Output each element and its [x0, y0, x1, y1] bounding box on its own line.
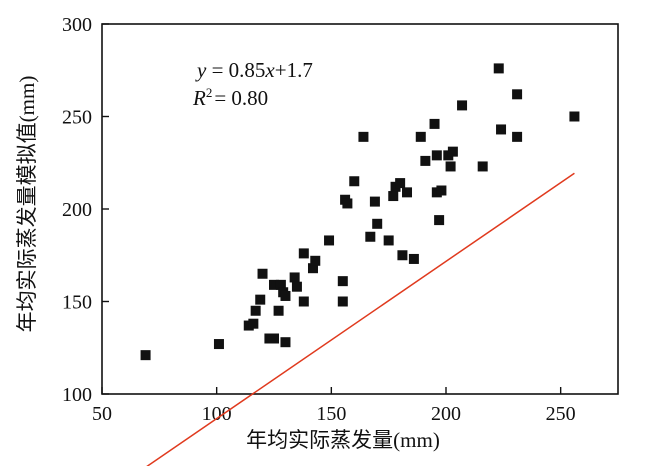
- data-point: [280, 290, 291, 301]
- data-point: [349, 176, 360, 187]
- data-point: [569, 111, 580, 122]
- x-axis-title: 年均实际蒸发量(mm): [246, 428, 440, 452]
- eq-mid: = 0.85: [206, 58, 265, 82]
- x-tick-label: 150: [316, 403, 346, 425]
- data-point: [342, 198, 353, 209]
- data-point: [436, 185, 447, 196]
- data-point: [388, 191, 399, 202]
- data-point: [408, 253, 419, 264]
- data-point: [493, 63, 504, 74]
- eq-end: +1.7: [275, 58, 313, 82]
- data-point: [369, 196, 380, 207]
- regression-line: [146, 172, 575, 466]
- data-point: [402, 187, 413, 198]
- data-point: [372, 218, 383, 229]
- r2-sup: 2: [206, 85, 213, 100]
- data-point: [415, 131, 426, 142]
- data-point: [310, 255, 321, 266]
- data-point: [512, 131, 523, 142]
- data-point: [273, 305, 284, 316]
- data-point: [337, 276, 348, 287]
- data-point: [269, 333, 279, 344]
- data-point: [324, 235, 335, 246]
- data-point: [457, 100, 468, 111]
- y-tick-label: 300: [62, 14, 92, 36]
- data-point: [140, 350, 151, 361]
- y-tick-label: 200: [62, 199, 92, 221]
- data-point: [257, 268, 268, 279]
- data-point: [275, 279, 286, 290]
- data-point: [397, 250, 408, 261]
- data-point: [213, 339, 224, 350]
- data-point: [420, 155, 431, 166]
- data-point: [395, 178, 406, 189]
- y-tick-label: 250: [62, 107, 92, 129]
- x-tick-label: 50: [92, 403, 112, 425]
- data-point: [512, 89, 523, 100]
- data-point: [289, 272, 300, 283]
- x-tick-label: 100: [202, 403, 232, 425]
- r2-r: R: [192, 86, 206, 110]
- r2-rest: = 0.80: [214, 86, 268, 110]
- data-point: [445, 161, 456, 172]
- data-point: [248, 318, 259, 329]
- data-point: [429, 118, 440, 129]
- eq-y: y: [195, 58, 207, 82]
- data-point: [365, 231, 376, 242]
- data-point: [255, 294, 266, 305]
- data-point: [250, 305, 261, 316]
- plot-frame: [101, 23, 619, 395]
- data-point: [307, 263, 318, 274]
- x-tick-label: 200: [431, 403, 461, 425]
- data-point: [477, 161, 488, 172]
- eq-x: x: [264, 58, 275, 82]
- data-point: [447, 146, 458, 157]
- data-point: [298, 248, 309, 259]
- x-tick-label: 250: [546, 403, 576, 425]
- data-point: [496, 124, 507, 135]
- data-point: [298, 296, 309, 307]
- y-tick-label: 150: [62, 292, 92, 314]
- data-point: [337, 296, 348, 307]
- data-point: [269, 279, 279, 290]
- data-point: [358, 131, 369, 142]
- y-axis-title: 年均实际蒸发量模拟值(mm): [15, 76, 39, 333]
- data-point: [434, 215, 445, 226]
- regression-equation: y = 0.85x+1.7: [195, 58, 313, 82]
- data-point: [383, 235, 394, 246]
- data-point: [280, 337, 291, 348]
- data-point: [431, 150, 442, 161]
- r-squared: R2= 0.80: [192, 85, 268, 110]
- y-tick-label: 100: [62, 384, 92, 406]
- data-point: [291, 281, 302, 292]
